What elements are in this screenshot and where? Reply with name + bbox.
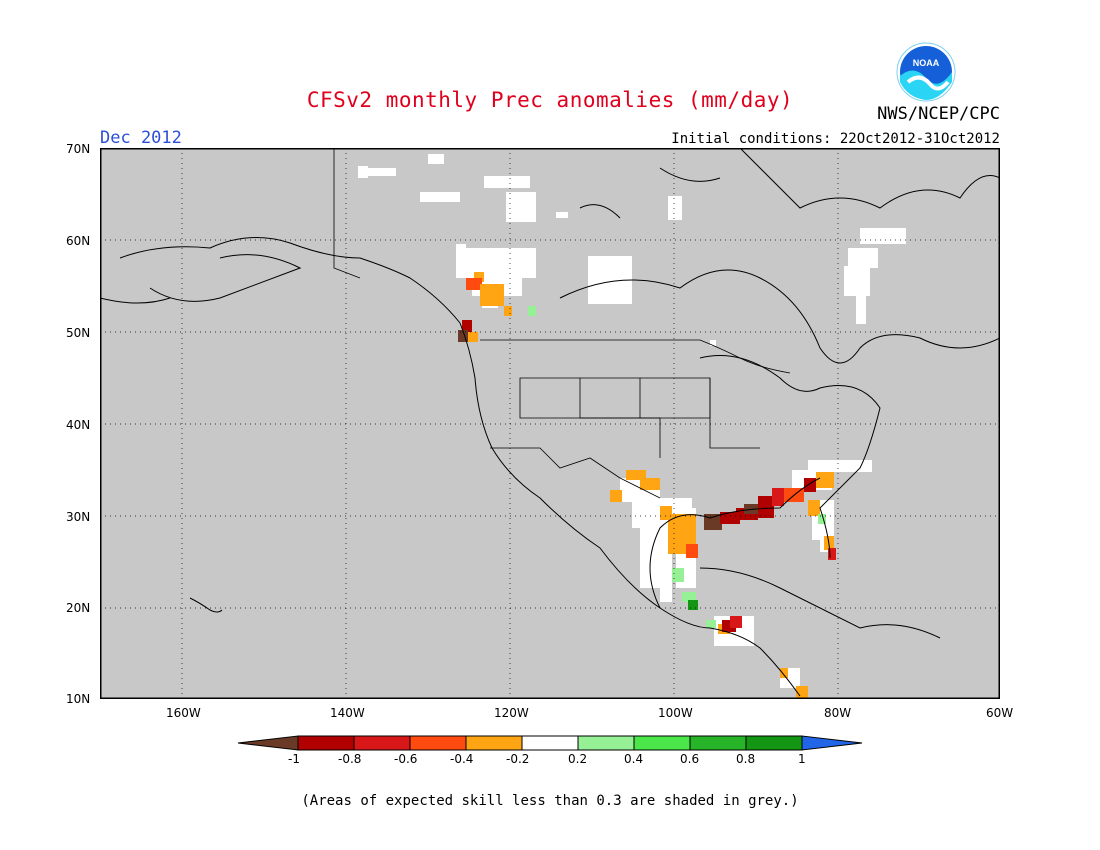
initial-conditions-label: Initial conditions: 22Oct2012-31Oct2012 xyxy=(671,131,1000,147)
lon-label: 80W xyxy=(824,706,852,720)
colorbar-cell xyxy=(297,735,355,751)
colorbar-label: 0.8 xyxy=(736,752,756,766)
coastlines xyxy=(100,148,1000,697)
colorbar-label: 0.4 xyxy=(624,752,644,766)
forecast-period: Dec 2012 xyxy=(100,128,182,148)
lat-label: 60N xyxy=(66,234,91,248)
map-frame xyxy=(100,148,1000,699)
wet-anomaly-areas xyxy=(528,306,826,628)
lat-label: 30N xyxy=(66,510,91,524)
lon-label: 60W xyxy=(986,706,1014,720)
precip-anomaly-map xyxy=(100,148,1000,699)
colorbar-label: -1 xyxy=(288,752,300,766)
skill-note: (Areas of expected skill less than 0.3 a… xyxy=(301,793,799,809)
colorbar-cells xyxy=(297,735,803,751)
colorbar-arrow-high xyxy=(801,735,863,751)
colorbar-arrow-low xyxy=(237,735,299,751)
lon-label: 160W xyxy=(166,706,201,720)
lon-label: 140W xyxy=(330,706,365,720)
colorbar xyxy=(237,735,863,751)
colorbar-label: -0.2 xyxy=(506,752,530,766)
map-title: CFSv2 monthly Prec anomalies (mm/day) xyxy=(306,88,794,112)
map-gridlines xyxy=(100,148,1000,699)
noaa-logo: NOAA xyxy=(896,42,956,102)
colorbar-label: 0.6 xyxy=(680,752,700,766)
political-borders xyxy=(333,148,791,499)
lon-label: 120W xyxy=(494,706,529,720)
colorbar-cell xyxy=(465,735,523,751)
colorbar-cell xyxy=(577,735,635,751)
lon-label: 100W xyxy=(658,706,693,720)
lat-label: 10N xyxy=(66,692,91,706)
colorbar-cell xyxy=(521,735,579,751)
dry-anomaly-areas xyxy=(458,272,836,698)
colorbar-label: 0.2 xyxy=(568,752,588,766)
colorbar-cell xyxy=(633,735,691,751)
organization-label: NWS/NCEP/CPC xyxy=(877,104,1000,124)
lat-label: 40N xyxy=(66,418,91,432)
lat-label: 50N xyxy=(66,326,91,340)
colorbar-label: -0.6 xyxy=(394,752,418,766)
colorbar-cell xyxy=(745,735,803,751)
colorbar-cell xyxy=(689,735,747,751)
logo-text: NOAA xyxy=(913,58,940,68)
colorbar-cell xyxy=(409,735,467,751)
colorbar-label: -0.4 xyxy=(450,752,474,766)
colorbar-cell xyxy=(353,735,411,751)
lat-label: 20N xyxy=(66,601,91,615)
colorbar-label: -0.8 xyxy=(338,752,362,766)
lat-label: 70N xyxy=(66,142,91,156)
colorbar-label: 1 xyxy=(798,752,806,766)
